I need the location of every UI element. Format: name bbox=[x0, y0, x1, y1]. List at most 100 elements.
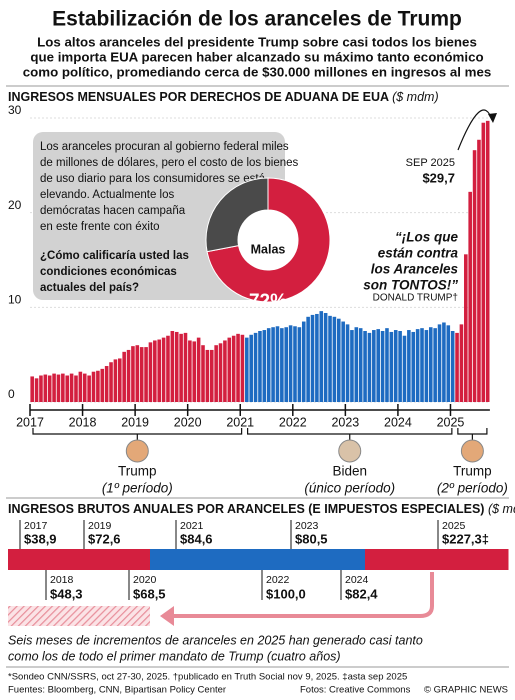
bar bbox=[464, 254, 468, 402]
bar bbox=[74, 375, 78, 402]
year-value: $82,4 bbox=[345, 586, 378, 601]
bar bbox=[288, 325, 293, 402]
year-label: 2021 bbox=[180, 520, 204, 532]
bar bbox=[477, 139, 481, 403]
bar bbox=[91, 371, 96, 402]
bar bbox=[420, 328, 424, 402]
bar bbox=[262, 330, 267, 402]
bar bbox=[135, 345, 140, 402]
period-name: Trump bbox=[118, 464, 157, 479]
bar bbox=[455, 332, 459, 402]
bar bbox=[297, 327, 302, 402]
bar bbox=[205, 349, 210, 402]
bar bbox=[236, 333, 240, 402]
bar bbox=[56, 374, 61, 402]
bar bbox=[122, 351, 126, 402]
year-value: $84,6 bbox=[180, 531, 213, 546]
bar bbox=[209, 349, 214, 402]
x-tick-label: 2021 bbox=[226, 415, 254, 429]
bar bbox=[415, 329, 420, 402]
bar bbox=[223, 340, 227, 402]
slice-label: Malas bbox=[251, 242, 286, 256]
bar bbox=[118, 358, 122, 402]
pointer-head bbox=[488, 113, 497, 123]
year-label: 2024 bbox=[345, 574, 369, 586]
period-name: Trump bbox=[453, 464, 492, 479]
bar bbox=[310, 314, 315, 402]
bar bbox=[372, 330, 376, 402]
chart-title: INGRESOS BRUTOS ANUALES POR ARANCELES (E… bbox=[8, 502, 484, 516]
note-text: de millones de dólares, pero el costo de… bbox=[40, 157, 299, 169]
year-segment bbox=[105, 549, 151, 570]
bar bbox=[82, 373, 87, 402]
year-segment bbox=[65, 549, 106, 570]
bar bbox=[345, 324, 350, 402]
bar bbox=[231, 335, 236, 402]
year-segment bbox=[150, 549, 221, 570]
unit: ($ mdm) bbox=[392, 90, 439, 104]
period-name: Biden bbox=[332, 464, 367, 479]
question-text: condiciones económicas bbox=[40, 266, 177, 278]
annotation-value: $29,7 bbox=[422, 170, 455, 185]
year-segment bbox=[8, 549, 34, 570]
bar bbox=[323, 313, 328, 402]
bar bbox=[61, 373, 65, 402]
arrow bbox=[172, 572, 434, 618]
bar bbox=[192, 341, 197, 402]
bar bbox=[402, 335, 407, 402]
year-value: $68,5 bbox=[133, 586, 166, 601]
credit: © GRAPHIC NEWS bbox=[424, 685, 508, 696]
quote-author: DONALD TRUMP† bbox=[373, 293, 458, 304]
bar bbox=[407, 330, 411, 402]
periods: Trump (1º período) Biden (único período) Tru… bbox=[32, 428, 508, 496]
question-text: actuales del país? bbox=[40, 282, 139, 294]
year-value: $100,0 bbox=[266, 586, 306, 601]
bar bbox=[96, 370, 100, 402]
bar bbox=[315, 313, 319, 402]
bar bbox=[258, 331, 262, 402]
year-segment bbox=[220, 549, 279, 570]
sources: Fuentes: Bloomberg, CNN, Bipartisan Poli… bbox=[8, 685, 226, 696]
bar bbox=[450, 331, 455, 402]
bar bbox=[113, 359, 118, 402]
bar bbox=[437, 324, 442, 402]
bar bbox=[104, 366, 109, 402]
bar bbox=[306, 316, 310, 402]
year-segment bbox=[278, 549, 319, 570]
year-value: $72,6 bbox=[88, 531, 121, 546]
note-text: de uso diario para los consumidores se e… bbox=[40, 173, 266, 185]
quote-text: “¡Los que bbox=[395, 230, 458, 245]
year-segment bbox=[33, 549, 66, 570]
subtitle: Los altos aranceles del presidente Trump… bbox=[37, 35, 477, 50]
bar bbox=[43, 374, 48, 402]
bar bbox=[385, 328, 389, 402]
bar bbox=[47, 375, 52, 402]
arrow-head bbox=[160, 606, 174, 626]
y-tick-label: 0 bbox=[8, 387, 15, 401]
bar bbox=[183, 332, 188, 402]
note-text: en este frente con éxito bbox=[40, 221, 160, 233]
bar bbox=[354, 327, 359, 402]
quote-text: están contra bbox=[378, 246, 459, 261]
bar bbox=[337, 318, 341, 402]
quote-text: son TONTOS!” bbox=[363, 278, 458, 293]
chart-title: INGRESOS MENSUALES POR DERECHOS DE ADUAN… bbox=[8, 90, 389, 104]
bar bbox=[126, 349, 131, 402]
annual-chart: 2017$38,9 2018$48,3 2019$72,6 2020$68,5 2021… bbox=[8, 520, 509, 601]
bar bbox=[139, 347, 144, 402]
bar bbox=[227, 337, 232, 402]
year-value: $80,5 bbox=[295, 531, 328, 546]
hatch-box bbox=[8, 606, 150, 626]
notes: Los aranceles procuran al gobierno feder… bbox=[40, 141, 458, 304]
x-tick-label: 2024 bbox=[384, 415, 412, 429]
bar bbox=[485, 120, 490, 402]
bar bbox=[433, 328, 437, 402]
bar bbox=[468, 191, 472, 402]
bar bbox=[376, 329, 380, 402]
bar bbox=[481, 122, 486, 402]
bar bbox=[280, 328, 284, 402]
slice-value: 72% bbox=[249, 291, 287, 312]
year-label: 2017 bbox=[24, 520, 48, 532]
bar bbox=[341, 321, 345, 402]
portrait bbox=[460, 439, 484, 463]
